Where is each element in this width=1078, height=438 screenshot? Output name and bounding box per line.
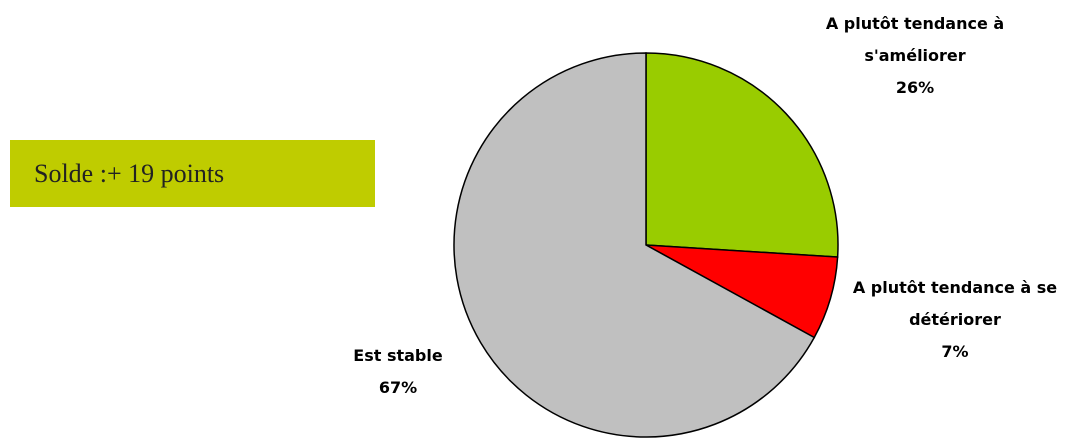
value-label: 26% bbox=[895, 78, 935, 97]
category-label: A plutôt tendance à s'améliorer bbox=[825, 14, 1005, 65]
value-label: 67% bbox=[378, 378, 418, 397]
pie-slice bbox=[645, 52, 839, 258]
category-label: Est stable bbox=[353, 346, 443, 365]
annotation: Solde :+ 19 points bbox=[10, 140, 375, 207]
category-label: A plutôt tendance à se détériorer bbox=[852, 278, 1058, 329]
slice-label: A plutôt tendance à se détériorer 7% bbox=[835, 272, 1075, 368]
slice-label: A plutôt tendance à s'améliorer 26% bbox=[795, 8, 1035, 104]
value-label: 7% bbox=[941, 342, 969, 361]
slice-label: Est stable 67% bbox=[318, 340, 478, 404]
pie-slice bbox=[453, 52, 816, 438]
